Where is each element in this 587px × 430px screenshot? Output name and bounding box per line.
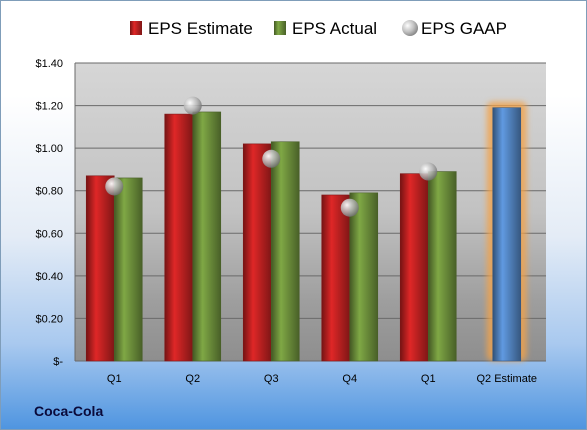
eps-estimate-bar <box>242 143 272 362</box>
y-tick-label: $0.40 <box>35 271 63 283</box>
eps-actual-bar <box>192 111 222 362</box>
legend-swatch <box>130 21 142 35</box>
eps-gaap-point <box>105 177 124 196</box>
y-tick-label: $0.20 <box>35 313 63 325</box>
legend-swatch <box>402 20 418 36</box>
plot-area <box>75 63 546 361</box>
eps-estimate-bar <box>321 194 351 362</box>
y-tick-label: $0.60 <box>35 228 63 240</box>
eps-actual-bar <box>349 192 379 362</box>
eps-estimate-bar <box>85 175 115 362</box>
x-tick-label: Q4 <box>342 373 357 385</box>
eps-estimate-bar <box>399 173 429 362</box>
x-tick-label: Q1 <box>421 373 436 385</box>
y-tick-label: $1.00 <box>35 143 63 155</box>
q2-estimate-bar <box>492 107 522 362</box>
y-tick-label: $1.40 <box>35 58 63 70</box>
x-tick-label: Q2 <box>185 373 200 385</box>
y-tick-label: $0.80 <box>35 186 63 198</box>
eps-actual-bar <box>427 171 457 362</box>
legend-label: EPS Estimate <box>148 19 253 38</box>
eps-estimate-bar <box>164 113 194 362</box>
eps-gaap-point <box>340 198 359 217</box>
x-tick-label: Q1 <box>107 373 122 385</box>
company-label: Coca-Cola <box>34 403 104 419</box>
eps-gaap-point <box>419 162 438 181</box>
x-tick-label: Q3 <box>264 373 279 385</box>
legend-swatch <box>274 21 286 35</box>
eps-actual-bar <box>113 177 143 362</box>
legend-label: EPS Actual <box>292 19 377 38</box>
eps-gaap-point <box>183 96 202 115</box>
y-tick-label: $- <box>53 356 63 368</box>
legend-label: EPS GAAP <box>421 19 507 38</box>
eps-actual-bar <box>270 141 300 362</box>
x-tick-label: Q2 Estimate <box>476 373 537 385</box>
eps-gaap-point <box>262 149 281 168</box>
y-tick-label: $1.20 <box>35 101 63 113</box>
